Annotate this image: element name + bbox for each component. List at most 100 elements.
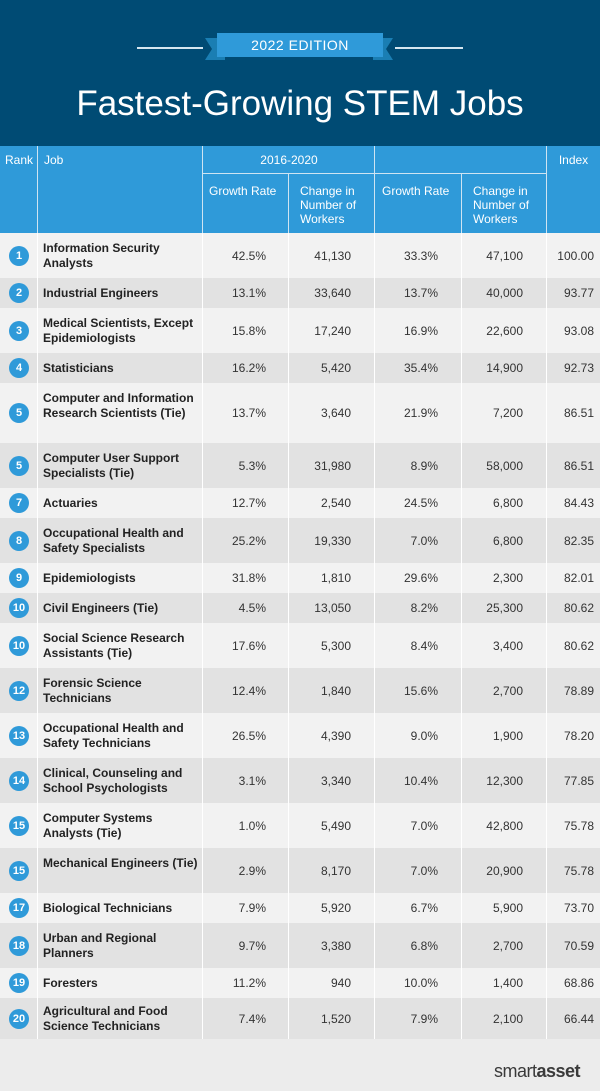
job-title: Statisticians [43,360,114,375]
rank-badge: 18 [9,935,29,956]
growth-rate-2030-cell: 24.5% [403,496,438,510]
growth-rate-2030-cell: 9.0% [410,728,438,743]
job-title: Mechanical Engineers (Tie) [43,855,198,870]
growth-rate-2016-cell: 25.2% [231,533,266,548]
rank-badge: 7 [9,493,29,513]
page-title: Fastest-Growing STEM Jobs [76,84,524,123]
rank-badge: 5 [9,403,29,423]
table-header: Rank Job 2016-2020 Index Growth Rate Cha… [0,146,600,233]
change-workers-2030-cell: 14,900 [486,361,523,375]
index-cell: 93.08 [563,323,594,338]
change-workers-2016-cell: 3,640 [320,406,351,420]
change-workers-2030-cell: 5,900 [492,901,523,915]
job-title: Computer User Support Specialists (Tie) [43,450,180,480]
change-workers-2016-cell: 1,520 [320,1011,351,1026]
header-divider [461,173,462,233]
table-body: 1 Information Security Analysts 42.5% 41,13… [0,233,600,1039]
change-workers-2016-cell: 33,640 [314,286,351,300]
table-row: 5 Computer User Support Specialists (Tie)… [0,443,600,488]
index-cell: 80.62 [563,638,594,653]
growth-rate-2030-cell: 10.0% [403,976,438,990]
change-workers-2016-cell: 31,980 [314,458,351,473]
table-row: 2 Industrial Engineers 13.1% 33,640 13.7% 40,… [0,278,600,308]
job-title: Foresters [43,975,98,990]
edition-line-right [395,47,463,49]
growth-rate-2016-cell: 11.2% [232,976,266,990]
growth-rate-2030-cell: 29.6% [403,571,438,585]
growth-rate-2030-cell: 7.0% [410,533,438,548]
header-divider [202,173,546,174]
job-title: Clinical, Counseling and School Psycholo… [43,765,183,795]
job-title: Computer and Information Research Scient… [43,390,194,420]
rank-badge: 3 [9,320,29,341]
job-title: Epidemiologists [43,570,136,585]
growth-rate-2030-cell: 8.4% [410,638,438,653]
growth-rate-2016-cell: 7.4% [238,1011,266,1026]
growth-rate-2030-cell: 6.7% [410,901,438,915]
index-cell: 78.89 [563,683,594,698]
index-cell: 80.62 [563,601,594,615]
growth-rate-2016-cell: 5.3% [238,458,266,473]
header-divider [546,146,547,233]
growth-rate-2030-cell: 7.9% [410,1011,438,1026]
table-row: 7 Actuaries 12.7% 2,540 24.5% 6,800 84.43 [0,488,600,518]
index-cell: 75.78 [563,818,594,833]
header-divider [374,146,375,233]
growth-rate-2016-cell: 9.7% [238,938,266,953]
change-workers-2030-cell: 3,400 [492,638,523,653]
growth-rate-2016-cell: 12.7% [231,496,266,510]
growth-rate-2030-cell: 35.4% [403,361,438,375]
growth-rate-2016-cell: 1.0% [238,818,266,833]
change-workers-2016-cell: 19,330 [314,533,351,548]
rank-badge: 1 [9,245,29,266]
growth-rate-2016-cell: 2.9% [238,863,266,878]
index-cell: 86.51 [563,406,594,420]
growth-rate-2016-cell: 17.6% [231,638,266,653]
change-workers-2016-cell: 5,920 [320,901,351,915]
index-cell: 82.01 [563,571,594,585]
change-workers-2016-cell: 41,130 [314,248,351,263]
header-rank: Rank [5,153,34,167]
growth-rate-2030-cell: 6.8% [410,938,438,953]
job-title: Social Science Research Assistants (Tie) [43,630,185,660]
change-workers-2030-cell: 40,000 [486,286,523,300]
change-workers-2030-cell: 6,800 [492,533,523,548]
change-workers-2030-cell: 2,700 [492,938,523,953]
index-cell: 82.35 [563,533,594,548]
growth-rate-2030-cell: 8.2% [410,601,438,615]
job-title: Computer Systems Analysts (Tie) [43,810,153,840]
growth-rate-2016-cell: 31.8% [231,571,266,585]
rank-badge: 12 [9,680,29,701]
change-workers-2030-cell: 12,300 [486,773,523,788]
job-title: Occupational Health and Safety Specialis… [43,525,184,555]
table-row: 13 Occupational Health and Safety Technic… [0,713,600,758]
change-workers-2016-cell: 17,240 [314,323,351,338]
job-title: Actuaries [43,495,98,510]
header-divider [202,146,203,233]
growth-rate-2016-cell: 12.4% [231,683,266,698]
header-growth-rate-2030: Growth Rate [382,184,450,198]
table-row: 1 Information Security Analysts 42.5% 41,13… [0,233,600,278]
change-workers-2016-cell: 13,050 [314,601,351,615]
rank-badge: 2 [9,283,29,303]
change-workers-2030-cell: 1,900 [492,728,523,743]
table-row: 3 Medical Scientists, Except Epidemiologi… [0,308,600,353]
column-divider [461,233,462,1039]
change-workers-2016-cell: 3,340 [320,773,351,788]
growth-rate-2030-cell: 8.9% [410,458,438,473]
job-title: Industrial Engineers [43,285,159,300]
growth-rate-2030-cell: 21.9% [403,406,438,420]
logo-asset: asset [536,1061,580,1081]
growth-rate-2030-cell: 7.0% [410,818,438,833]
rank-badge: 13 [9,725,29,746]
job-title: Information Security Analysts [43,240,160,270]
header-group-2016: 2016-2020 [260,153,318,167]
index-cell: 86.51 [563,458,594,473]
growth-rate-2016-cell: 4.5% [238,601,266,615]
logo-smart: smart [493,1061,537,1081]
change-workers-2016-cell: 1,840 [320,683,351,698]
smartasset-logo: smartasset [493,1061,581,1082]
change-workers-2030-cell: 2,100 [492,1011,523,1026]
change-workers-2030-cell: 1,400 [492,976,523,990]
edition-badge: 2022 EDITION [217,33,383,57]
